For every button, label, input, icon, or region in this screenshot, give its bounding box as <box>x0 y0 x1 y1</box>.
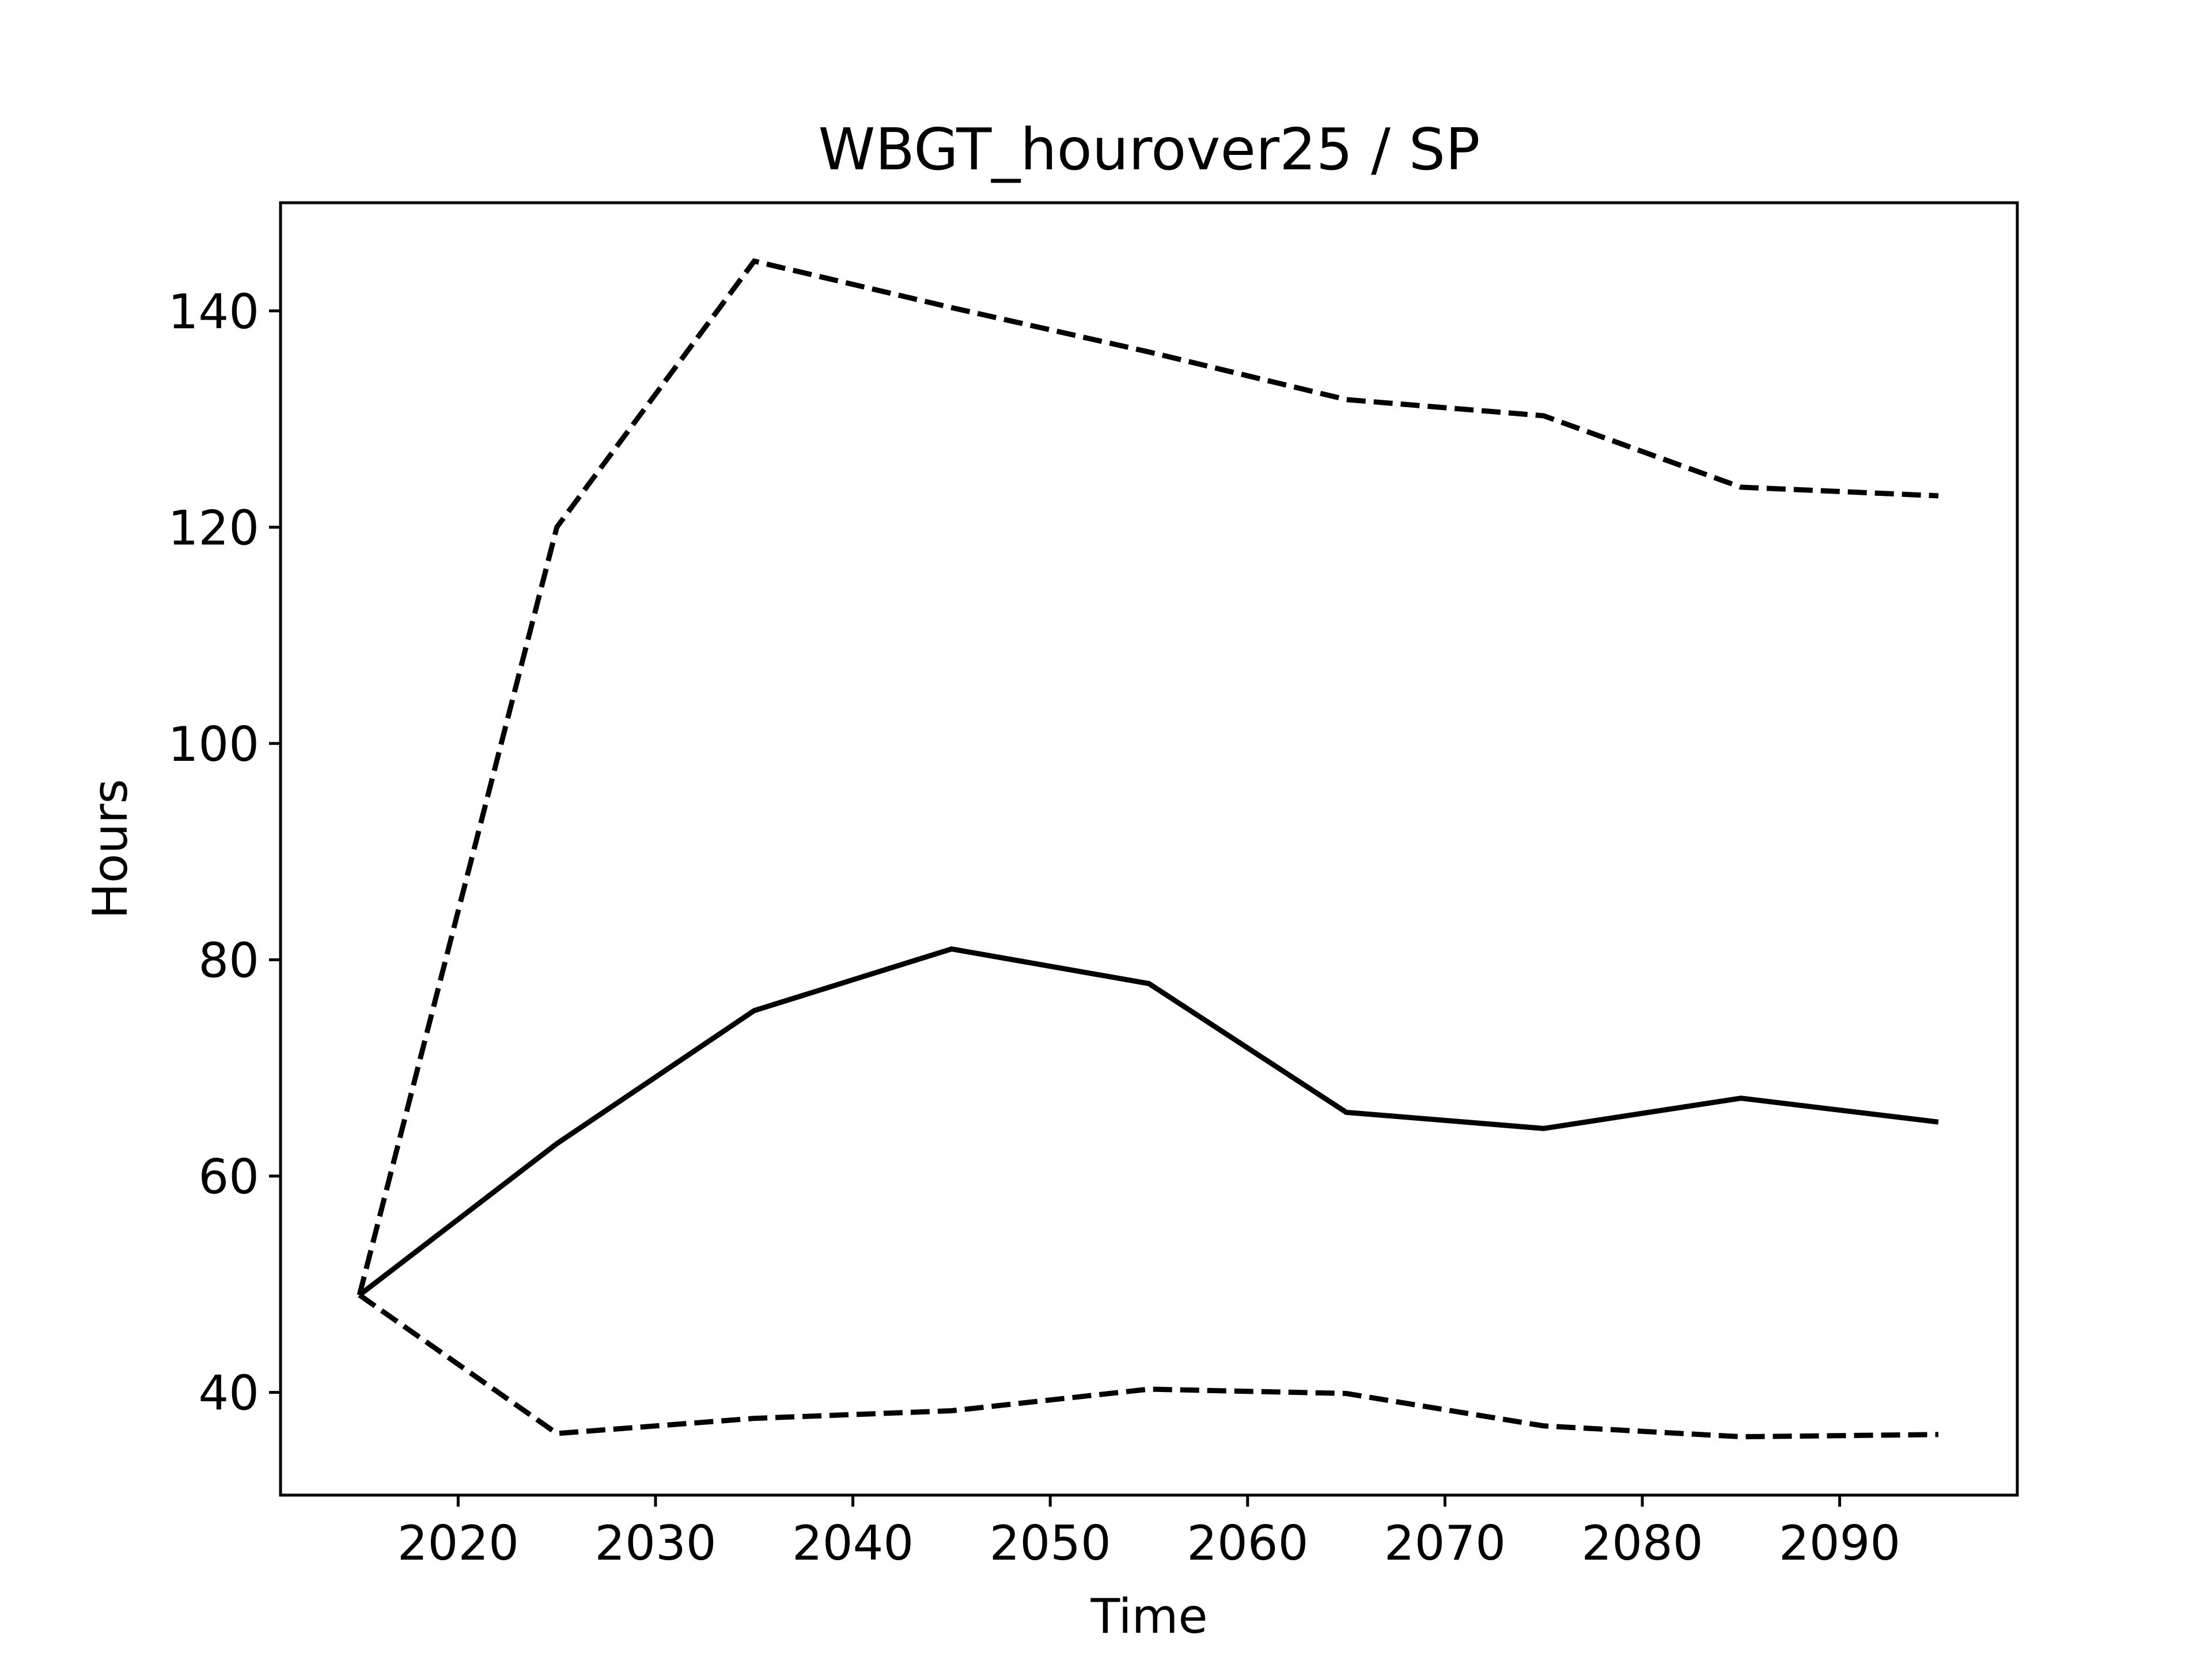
y-axis-label: Hours <box>82 779 138 919</box>
x-tick-label: 2030 <box>594 1515 716 1571</box>
x-tick-label: 2050 <box>990 1515 1111 1571</box>
x-tick-label: 2040 <box>792 1515 914 1571</box>
plot-frame <box>279 201 2019 1497</box>
x-axis-ticks: 2020 2030 2040 2050 2060 2070 2080 2090 <box>397 1495 1900 1571</box>
y-axis-ticks: 40 60 80 100 120 140 <box>168 284 281 1421</box>
y-tick-label: 100 <box>168 716 259 772</box>
series-line-1 <box>358 946 1939 1298</box>
x-tick-label: 2070 <box>1384 1515 1506 1571</box>
x-axis-label: Time <box>1090 1588 1207 1644</box>
y-tick-label: 140 <box>168 284 259 340</box>
y-tick-label: 40 <box>198 1366 259 1421</box>
x-tick-label: 2090 <box>1779 1515 1900 1571</box>
y-tick-label: 120 <box>168 500 259 556</box>
series-line-2 <box>357 258 1939 1296</box>
y-tick-label: 80 <box>198 932 259 988</box>
series-layer <box>357 258 1939 1440</box>
x-tick-label: 2060 <box>1187 1515 1308 1571</box>
x-tick-label: 2020 <box>397 1515 519 1571</box>
chart-title: WBGT_hourover25 / SP <box>819 116 1480 183</box>
x-tick-label: 2080 <box>1581 1515 1703 1571</box>
y-tick-label: 60 <box>198 1149 259 1205</box>
series-line-3 <box>358 1292 1939 1440</box>
